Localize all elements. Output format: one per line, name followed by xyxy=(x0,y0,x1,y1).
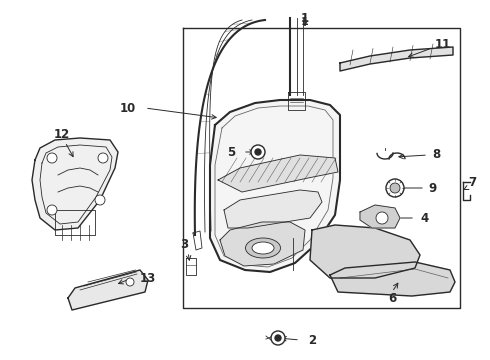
Polygon shape xyxy=(224,190,322,228)
Polygon shape xyxy=(330,262,455,296)
Text: 9: 9 xyxy=(428,181,436,194)
Polygon shape xyxy=(210,100,340,272)
Text: 11: 11 xyxy=(435,37,451,50)
Circle shape xyxy=(251,145,265,159)
Polygon shape xyxy=(220,222,305,266)
Circle shape xyxy=(126,278,134,286)
Text: 13: 13 xyxy=(140,271,156,284)
Circle shape xyxy=(255,149,261,155)
Circle shape xyxy=(95,195,105,205)
Text: 8: 8 xyxy=(432,148,440,162)
Text: 12: 12 xyxy=(54,129,70,141)
Text: 7: 7 xyxy=(468,175,476,189)
Polygon shape xyxy=(340,47,453,71)
Circle shape xyxy=(47,153,57,163)
Text: 1: 1 xyxy=(301,17,309,27)
Ellipse shape xyxy=(252,242,274,254)
Polygon shape xyxy=(32,138,118,230)
Circle shape xyxy=(47,205,57,215)
Text: 10: 10 xyxy=(120,102,136,114)
Circle shape xyxy=(98,153,108,163)
Circle shape xyxy=(271,331,285,345)
Polygon shape xyxy=(68,270,148,310)
Polygon shape xyxy=(218,155,338,192)
Text: 4: 4 xyxy=(420,211,428,225)
Circle shape xyxy=(390,183,400,193)
Text: 5: 5 xyxy=(227,145,235,158)
Ellipse shape xyxy=(245,238,280,258)
Text: 3: 3 xyxy=(180,238,188,251)
Polygon shape xyxy=(310,225,420,278)
Text: 6: 6 xyxy=(388,292,396,305)
Circle shape xyxy=(376,212,388,224)
Text: 2: 2 xyxy=(308,334,316,347)
Text: 1: 1 xyxy=(301,13,309,26)
Polygon shape xyxy=(360,205,400,228)
Circle shape xyxy=(275,335,281,341)
Circle shape xyxy=(386,179,404,197)
